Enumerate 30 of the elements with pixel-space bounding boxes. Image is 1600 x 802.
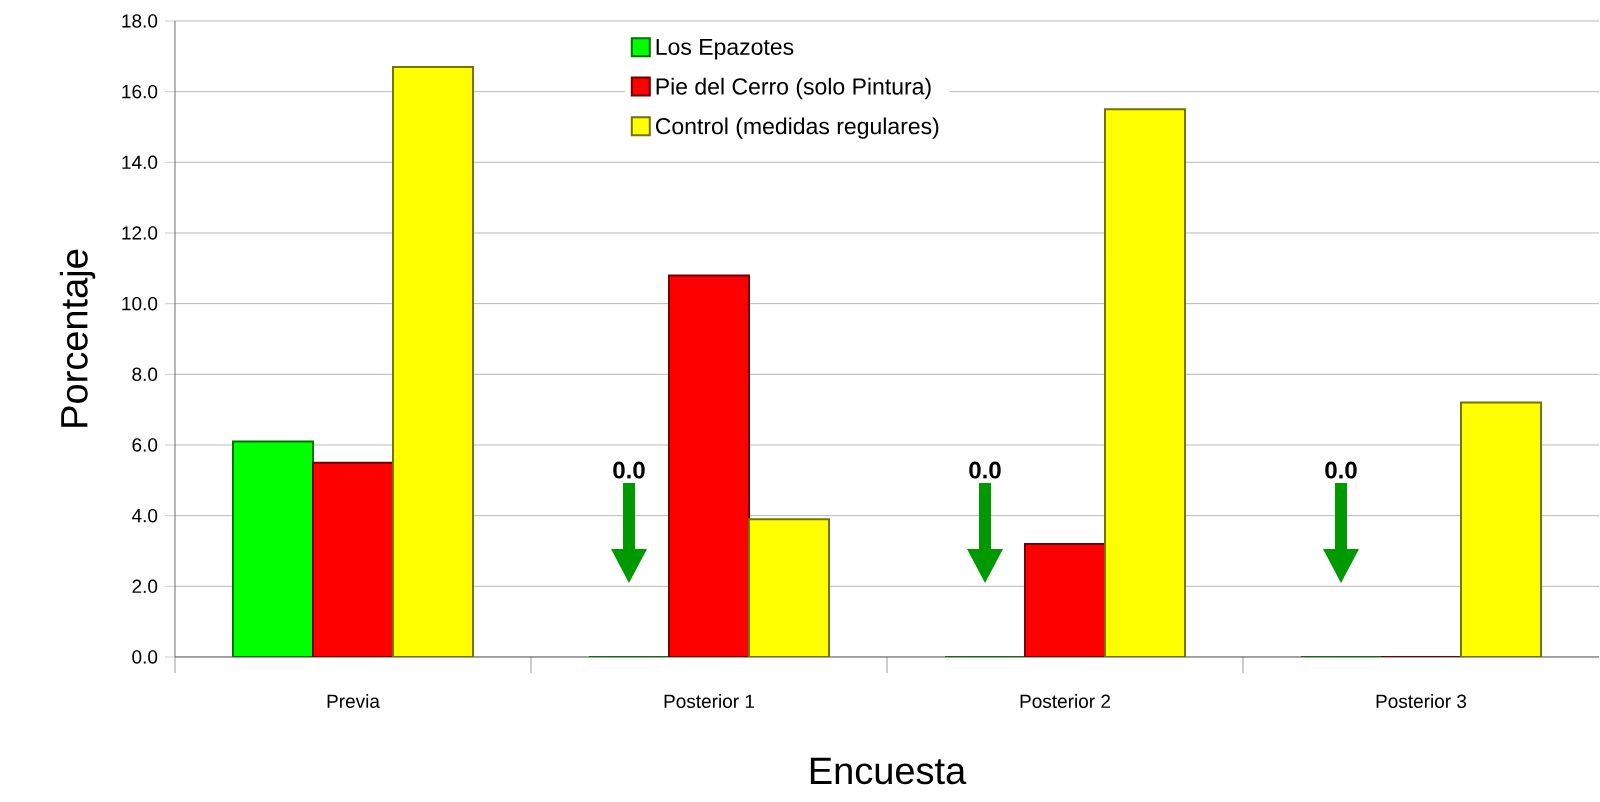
y-tick-label: 12.0 bbox=[122, 226, 158, 240]
y-tick-label: 6.0 bbox=[132, 438, 158, 452]
annotation: 0.0 bbox=[613, 461, 645, 479]
bar bbox=[1024, 542, 1107, 657]
y-tick-label: 0.0 bbox=[132, 650, 158, 664]
x-tick-label: Posterior 1 bbox=[664, 694, 754, 709]
bar bbox=[232, 440, 315, 657]
y-tick-label: 2.0 bbox=[132, 579, 158, 594]
x-axis-title: Encuesta bbox=[810, 757, 967, 785]
y-tick-label: 18.0 bbox=[122, 14, 158, 28]
x-tick-label: Posterior 2 bbox=[1020, 694, 1110, 709]
y-tick-label: 10.0 bbox=[122, 296, 158, 311]
bar bbox=[668, 274, 751, 657]
annotation: 0.0 bbox=[969, 461, 1001, 479]
bar bbox=[1104, 108, 1187, 657]
x-tick-label: Posterior 3 bbox=[1376, 694, 1467, 709]
legend-label: Los Epazotes bbox=[656, 38, 794, 60]
bar bbox=[748, 518, 831, 657]
y-tick-label: 14.0 bbox=[122, 155, 158, 170]
y-tick-label: 16.0 bbox=[122, 84, 158, 99]
bar bbox=[312, 461, 395, 657]
bar bbox=[1460, 401, 1543, 657]
y-tick-label: 8.0 bbox=[132, 367, 158, 382]
y-axis-title: Porcentaje bbox=[59, 249, 96, 427]
legend-label: Control (medidas regulares) bbox=[655, 117, 939, 139]
bar bbox=[392, 65, 475, 657]
x-tick-label: Previa bbox=[327, 694, 380, 709]
annotation: 0.0 bbox=[1325, 461, 1357, 479]
legend-label: Pie del Cerro (solo Pintura) bbox=[656, 77, 931, 100]
y-tick-label: 4.0 bbox=[131, 508, 158, 523]
